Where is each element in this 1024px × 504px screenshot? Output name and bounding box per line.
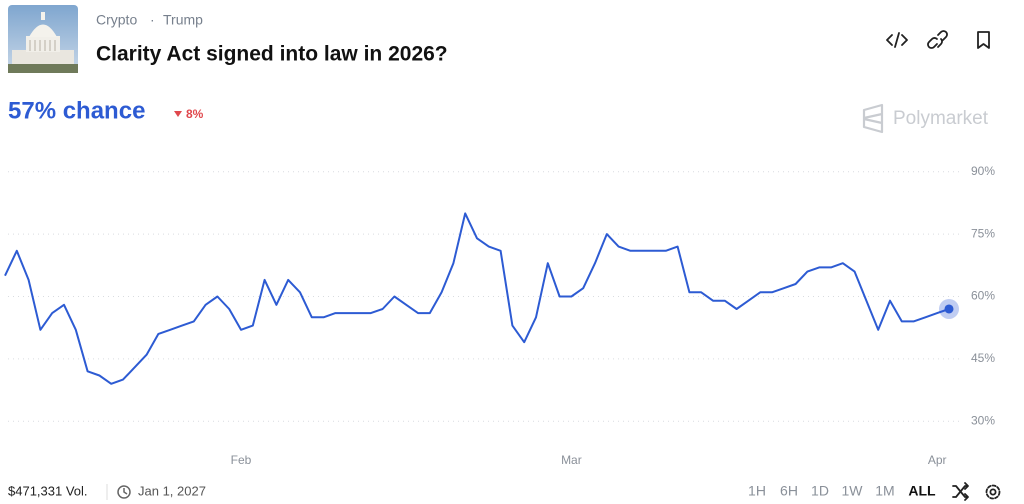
y-tick-label: 75% xyxy=(971,226,995,240)
price-line xyxy=(4,212,950,385)
tag[interactable]: Trump xyxy=(163,12,203,28)
y-tick-label: 30% xyxy=(971,413,995,427)
shuffle-button[interactable] xyxy=(952,482,969,501)
range-button[interactable]: 1W xyxy=(842,483,864,499)
market-image xyxy=(8,5,78,73)
range-button[interactable]: 1D xyxy=(811,483,829,499)
brand-logo: Polymarket xyxy=(862,103,989,134)
x-tick-label: Mar xyxy=(561,453,582,467)
volume: $471,331 Vol. xyxy=(8,483,88,498)
settings-button[interactable] xyxy=(985,484,1001,500)
market-title: Clarity Act signed into law in 2026? xyxy=(96,43,448,66)
link-button[interactable] xyxy=(927,30,948,49)
range-button[interactable]: ALL xyxy=(908,483,936,499)
range-button[interactable]: 6H xyxy=(780,483,798,499)
last-point xyxy=(944,304,954,314)
embed-button[interactable] xyxy=(886,32,908,48)
chart: 30% 45% 60% 75% 90% Feb Mar Apr xyxy=(4,164,995,467)
tag[interactable]: Crypto xyxy=(96,12,137,28)
y-tick-label: 45% xyxy=(971,351,995,365)
separator: · xyxy=(150,12,155,28)
x-tick-label: Apr xyxy=(928,453,947,467)
chance: 57% chance xyxy=(8,97,145,124)
y-tick-label: 90% xyxy=(971,164,995,178)
end-date: Jan 1, 2027 xyxy=(138,483,206,498)
down-arrow xyxy=(174,111,182,117)
bookmark-button[interactable] xyxy=(977,31,990,49)
brand-name: Polymarket xyxy=(893,108,989,129)
y-tick-label: 60% xyxy=(971,289,995,303)
range-button[interactable]: 1M xyxy=(875,483,894,499)
clock-icon xyxy=(117,485,131,499)
range-selector: 1H 6H 1D 1W 1M ALL xyxy=(748,483,936,499)
range-button[interactable]: 1H xyxy=(748,483,766,499)
x-tick-label: Feb xyxy=(231,453,252,467)
change: 8% xyxy=(186,107,204,121)
